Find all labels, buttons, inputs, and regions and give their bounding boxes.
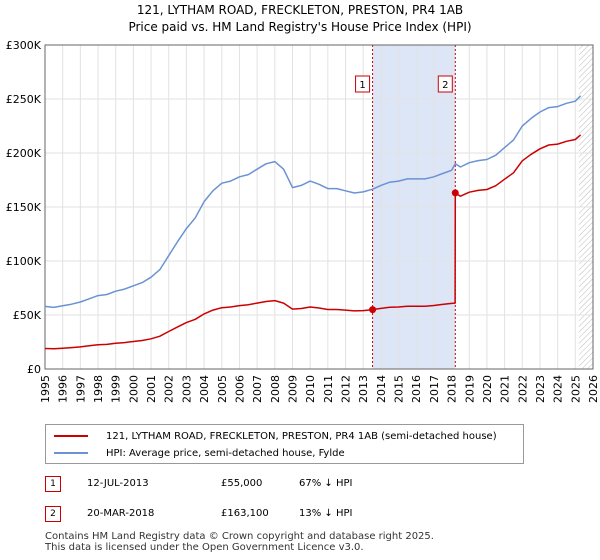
x-tick-label: 2021 — [499, 375, 512, 403]
sale-label: 2 — [442, 80, 448, 91]
x-tick-label: 2012 — [340, 375, 353, 403]
x-tick-label: 2017 — [428, 375, 441, 403]
sale-label-box — [437, 75, 453, 93]
chart-subtitle: Price paid vs. HM Land Registry's House … — [128, 20, 472, 34]
sale-label: 1 — [359, 80, 365, 91]
chart-title: 121, LYTHAM ROAD, FRECKLETON, PRESTON, P… — [136, 3, 464, 17]
x-tick-label: 2026 — [587, 375, 600, 403]
sale-point — [451, 189, 459, 197]
transaction-date: 20-MAR-2018 — [87, 508, 155, 519]
transaction-hpi: 13% ↓ HPI — [299, 508, 353, 519]
x-tick-label: 2016 — [410, 375, 423, 403]
y-tick-label: £50K — [13, 309, 42, 322]
price-line — [44, 134, 582, 350]
x-tick-label: 2008 — [269, 375, 282, 403]
y-tick-label: £300K — [6, 39, 42, 52]
legend: 121, LYTHAM ROAD, FRECKLETON, PRESTON, P… — [45, 424, 524, 464]
legend-swatch-price — [54, 435, 88, 437]
transaction-badge: 2 — [45, 506, 61, 522]
x-tick-label: 2025 — [569, 375, 582, 403]
x-tick-label: 2004 — [198, 375, 211, 403]
x-tick-label: 2015 — [393, 375, 406, 403]
x-tick-label: 1995 — [39, 375, 52, 403]
footer: Contains HM Land Registry data © Crown c… — [45, 531, 434, 553]
x-tick-label: 1996 — [57, 375, 70, 403]
y-tick-label: £150K — [6, 201, 42, 214]
price-chart: £0 £50K £100K £150K £200K £250K £300K 1995 1996 1… — [6, 39, 600, 403]
hpi-line — [44, 95, 582, 309]
footer-copyright: Contains HM Land Registry data © Crown c… — [45, 531, 434, 542]
x-tick-label: 2023 — [534, 375, 547, 403]
y-tick-label: £0 — [27, 363, 41, 376]
x-tick-label: 2009 — [286, 375, 299, 403]
y-tick-label: £100K — [6, 255, 42, 268]
x-tick-label: 2001 — [145, 375, 158, 403]
x-tick-label: 2018 — [446, 375, 459, 403]
transaction-price: £55,000 — [221, 478, 263, 489]
x-tick-label: 2010 — [304, 375, 317, 403]
legend-swatch-hpi — [54, 452, 88, 454]
y-tick-label: £200K — [6, 147, 42, 160]
x-tick-label: 2020 — [481, 375, 494, 403]
x-tick-label: 1999 — [110, 375, 123, 403]
transaction-hpi: 67% ↓ HPI — [299, 478, 353, 489]
plot-frame — [44, 44, 594, 370]
x-tick-label: 2007 — [251, 375, 264, 403]
transaction-date: 12-JUL-2013 — [87, 478, 149, 489]
transaction-price: £163,100 — [221, 508, 269, 519]
sale-label-box — [355, 75, 371, 93]
x-tick-label: 2000 — [127, 375, 140, 403]
legend-item-price: 121, LYTHAM ROAD, FRECKLETON, PRESTON, P… — [54, 429, 497, 443]
transaction-badge: 1 — [45, 476, 61, 492]
x-tick-label: 2003 — [180, 375, 193, 403]
x-tick-label: 2022 — [516, 375, 529, 403]
x-tick-label: 2019 — [463, 375, 476, 403]
y-tick-label: £250K — [6, 93, 42, 106]
footer-licence: This data is licensed under the Open Gov… — [45, 542, 364, 553]
x-tick-label: 1997 — [74, 375, 87, 403]
sale-point — [369, 306, 377, 314]
legend-label-hpi: HPI: Average price, semi-detached house,… — [106, 447, 345, 459]
legend-item-hpi: HPI: Average price, semi-detached house,… — [54, 446, 345, 460]
x-tick-label: 1998 — [92, 375, 105, 403]
x-tick-label: 2002 — [163, 375, 176, 403]
x-tick-label: 2005 — [216, 375, 229, 403]
legend-label-price: 121, LYTHAM ROAD, FRECKLETON, PRESTON, P… — [106, 430, 497, 442]
x-tick-label: 2014 — [375, 375, 388, 403]
x-tick-label: 2013 — [357, 375, 370, 403]
x-tick-label: 2024 — [552, 375, 565, 403]
x-tick-label: 2006 — [233, 375, 246, 403]
x-tick-label: 2011 — [322, 375, 335, 403]
